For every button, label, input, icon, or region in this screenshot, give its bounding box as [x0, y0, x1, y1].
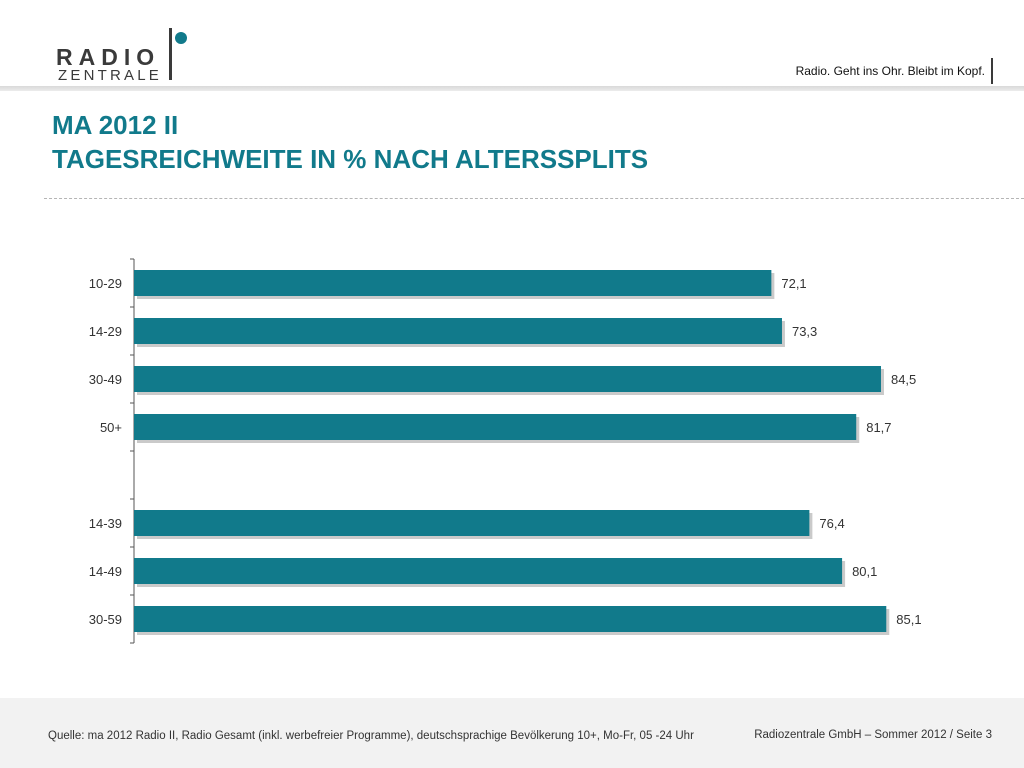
bar [134, 366, 881, 392]
bar [134, 558, 843, 584]
data-label: 76,4 [819, 516, 844, 531]
bar-chart: 10-29 72,1 14-29 73,3 30-49 84,5 50+ 81,7 14-39 7… [89, 258, 922, 644]
bar [134, 510, 810, 536]
tagline: Radio. Geht ins Ohr. Bleibt im Kopf. [795, 64, 985, 78]
data-label: 81,7 [866, 420, 891, 435]
category-label: 14-39 [89, 516, 122, 531]
title-divider [44, 198, 1024, 199]
data-label: 73,3 [792, 324, 817, 339]
source-note: Quelle: ma 2012 Radio II, Radio Gesamt (… [48, 730, 694, 742]
category-label: 14-49 [89, 564, 122, 579]
page-title: MA 2012 II [52, 110, 179, 140]
data-label: 85,1 [896, 612, 921, 627]
category-label: 50+ [100, 420, 122, 435]
data-label: 80,1 [852, 564, 877, 579]
footer-band [0, 698, 1024, 768]
page-subtitle: TAGESREICHWEITE IN % NACH ALTERSSPLITS [52, 144, 649, 174]
logo-divider [169, 28, 172, 80]
category-label: 30-59 [89, 612, 122, 627]
logo-word-zentrale: ZENTRALE [58, 67, 162, 84]
page-info: Radiozentrale GmbH – Sommer 2012 / Seite… [754, 729, 992, 741]
bar [134, 270, 772, 296]
header-rule [0, 86, 1024, 91]
data-label: 72,1 [781, 276, 806, 291]
category-label: 14-29 [89, 324, 122, 339]
bar [134, 318, 782, 344]
tagline-divider [991, 58, 993, 84]
bar [134, 414, 857, 440]
radiozentrale-logo: RADIO ZENTRALE [56, 28, 196, 84]
logo-dot-icon [175, 32, 187, 44]
tagline-box: Radio. Geht ins Ohr. Bleibt im Kopf. [796, 58, 995, 84]
data-label: 84,5 [891, 372, 916, 387]
category-label: 30-49 [89, 372, 122, 387]
category-label: 10-29 [89, 276, 122, 291]
bar [134, 606, 887, 632]
logo-word-radio: RADIO [56, 44, 161, 70]
